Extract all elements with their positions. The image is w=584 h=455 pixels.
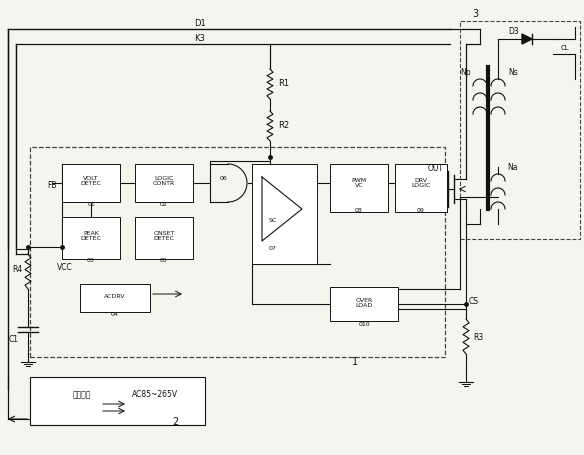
Polygon shape [522,35,532,45]
Text: LOGIC
CONTR: LOGIC CONTR [153,175,175,186]
Text: R4: R4 [12,265,22,274]
Text: PWM
VC: PWM VC [352,177,367,188]
Bar [135,217,193,259]
Text: R3: R3 [473,333,483,342]
Text: 07: 07 [269,245,277,250]
Text: ONSET
DETEC: ONSET DETEC [154,230,175,241]
Text: 09: 09 [417,207,425,212]
Text: C1: C1 [9,335,19,344]
Text: Ns: Ns [508,67,518,76]
Text: VCC: VCC [57,263,73,272]
Text: 3: 3 [472,9,478,19]
Bar [62,217,120,259]
Text: Np: Np [461,67,471,76]
Bar [135,165,193,202]
Text: D3: D3 [509,26,519,35]
Text: SC: SC [269,217,277,222]
Bar [330,288,398,321]
Text: 06: 06 [220,175,228,180]
Text: DRV
LOGIC: DRV LOGIC [411,177,430,188]
Text: OUT: OUT [428,163,444,172]
Text: 01: 01 [87,201,95,206]
Text: VOLT
DETEC: VOLT DETEC [81,175,102,186]
Text: R1: R1 [279,78,290,87]
Text: ACDRV: ACDRV [105,294,126,299]
Text: 010: 010 [358,321,370,326]
Bar [330,165,388,212]
Text: R2: R2 [279,120,290,129]
Text: 08: 08 [355,207,363,212]
Text: K3: K3 [194,33,206,42]
Text: CL: CL [561,45,569,51]
Text: 05: 05 [160,258,168,263]
Text: D1: D1 [194,19,206,27]
Bar [30,377,205,425]
Text: FB: FB [47,180,57,189]
Text: CS: CS [469,297,479,306]
Bar [395,165,447,212]
Text: 03: 03 [87,258,95,263]
Text: 1: 1 [352,356,358,366]
Text: PEAK
DETEC: PEAK DETEC [81,230,102,241]
Text: 04: 04 [111,311,119,316]
Text: 02: 02 [160,201,168,206]
Bar [30,148,445,357]
Text: 整流电路: 整流电路 [73,389,91,399]
Text: AC85~265V: AC85~265V [132,389,178,399]
Bar [460,22,580,239]
Bar [62,165,120,202]
Text: OVER
LOAD: OVER LOAD [356,297,373,308]
Bar [252,165,317,264]
Text: 2: 2 [172,416,178,426]
Text: Na: Na [507,162,518,171]
Bar [80,284,150,312]
